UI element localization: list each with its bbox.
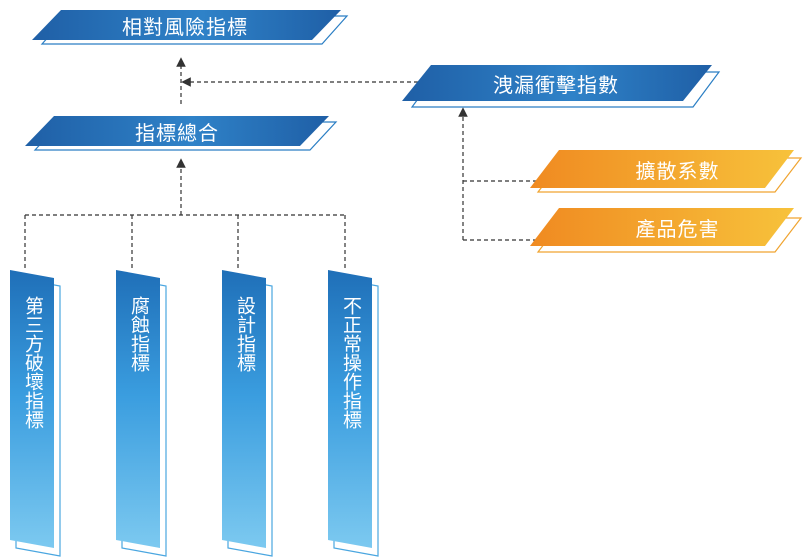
node-incorrect-operation (328, 270, 379, 557)
leak-impact-label: 洩漏衝擊指數 (493, 72, 619, 97)
node-design (222, 270, 273, 557)
incorrect-operation-label: 不正常操作指標 (340, 296, 362, 429)
corrosion-label: 腐蝕指標 (128, 296, 150, 372)
connectors (24, 57, 540, 268)
node-product-hazard (530, 208, 803, 253)
node-relative-risk (32, 10, 349, 45)
design-label: 設計指標 (234, 296, 256, 372)
dispersion-label: 擴散系數 (635, 158, 720, 183)
index-sum-label: 指標總合 (135, 120, 219, 145)
product-hazard-label: 產品危害 (635, 216, 720, 241)
node-leak-impact (402, 65, 721, 108)
node-corrosion (116, 270, 167, 557)
node-dispersion (530, 150, 803, 193)
node-third-party (10, 270, 61, 557)
third-party-label: 第三方破壞指標 (22, 296, 44, 429)
relative-risk-label: 相對風險指標 (122, 14, 248, 39)
node-index-sum (25, 116, 338, 151)
